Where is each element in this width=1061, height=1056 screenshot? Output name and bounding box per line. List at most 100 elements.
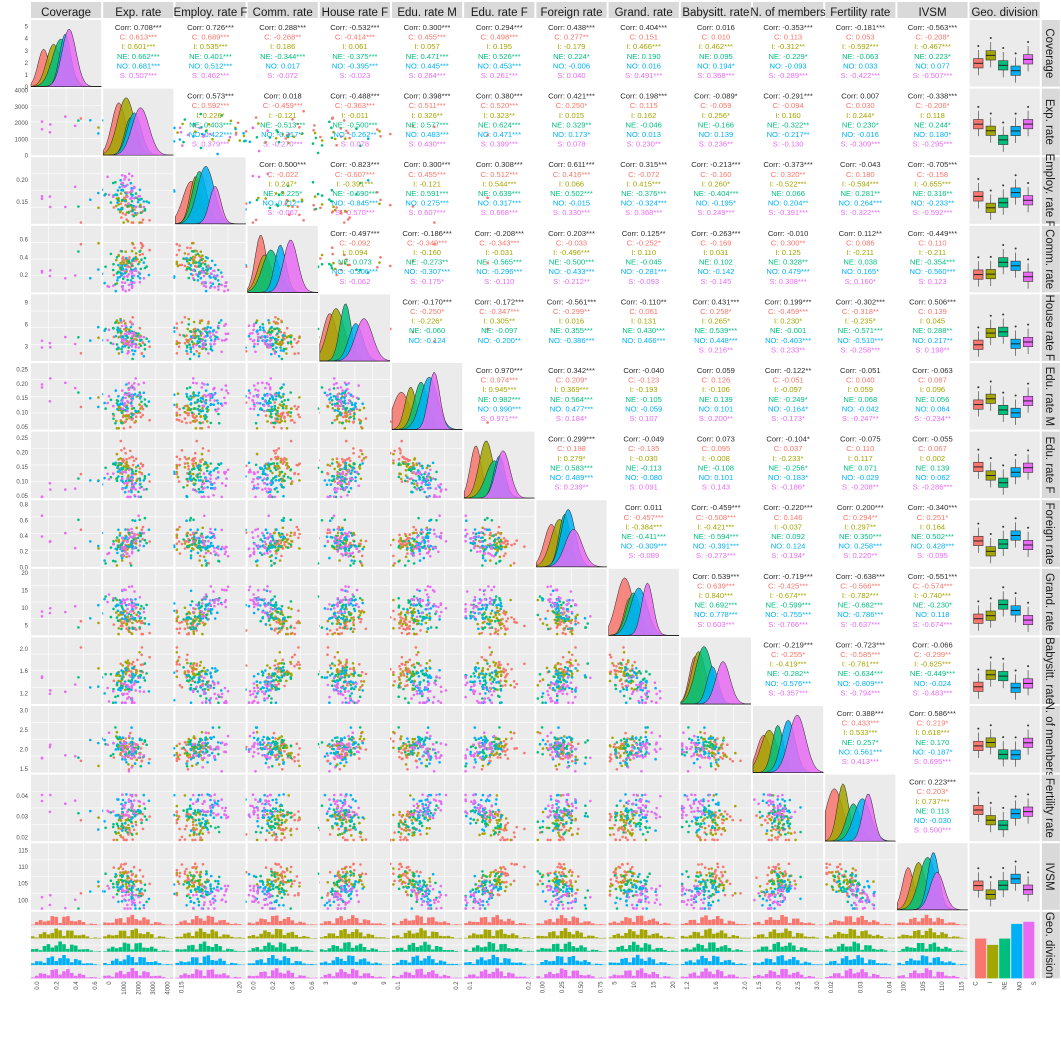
- scatter-point: [331, 252, 335, 256]
- scatter-point: [131, 349, 134, 352]
- scatter-point: [191, 472, 195, 476]
- scatter-point: [283, 479, 286, 483]
- scatter-point: [202, 481, 206, 485]
- scatter-point: [126, 477, 129, 480]
- scatter-point: [347, 391, 350, 395]
- scatter-point: [200, 258, 203, 262]
- scatter-point: [328, 531, 332, 534]
- scatter-point: [339, 413, 343, 417]
- corr-text: Corr: -0.051: [840, 366, 881, 375]
- scatter-point: [347, 531, 351, 534]
- scatter-point: [120, 324, 124, 328]
- scatter-point: [64, 381, 67, 385]
- scatter-point: [278, 403, 282, 406]
- scatter-point: [281, 406, 285, 410]
- scatter-point: [336, 487, 340, 490]
- scatter-point: [198, 537, 201, 540]
- scatter-point: [209, 421, 213, 425]
- corr-text: I: -0.655***: [914, 179, 951, 188]
- scatter-point: [256, 402, 260, 405]
- scatter-point: [123, 271, 127, 275]
- scatter-point: [206, 469, 209, 473]
- scatter-point: [139, 415, 143, 419]
- scatter-point: [187, 262, 191, 265]
- scatter-point: [270, 352, 273, 356]
- scatter-point: [229, 119, 233, 123]
- scatter-point: [203, 383, 206, 386]
- scatter-point: [189, 263, 192, 267]
- scatter-point: [353, 412, 356, 416]
- scatter-point: [498, 555, 502, 559]
- scatter-point: [392, 538, 395, 542]
- scatter-point: [411, 531, 415, 535]
- scatter-point: [281, 133, 285, 136]
- scatter-point: [328, 528, 331, 532]
- scatter-point: [141, 252, 144, 256]
- scatter-point: [196, 328, 200, 332]
- column-label: Edu. rate F: [471, 7, 528, 19]
- scatter-point: [355, 407, 358, 411]
- scatter-point: [502, 541, 505, 545]
- scatter-point: [198, 559, 201, 562]
- row-strip-emp: Employ. rate F: [1041, 154, 1060, 227]
- scatter-point: [496, 545, 500, 549]
- scatter-point: [267, 346, 271, 349]
- scatter-point: [341, 389, 344, 392]
- scatter-point: [492, 554, 496, 558]
- scatter-point: [220, 114, 223, 117]
- scatter-point: [329, 392, 332, 396]
- scatter-point: [143, 343, 147, 347]
- corr-text: NE: 0.230*: [842, 120, 879, 129]
- scatter-point: [282, 535, 286, 538]
- scatter-point: [127, 388, 131, 391]
- scatter-point: [269, 336, 272, 340]
- scatter-point: [263, 341, 267, 345]
- scatter-point: [203, 544, 206, 547]
- scatter-point: [123, 402, 127, 405]
- scatter-point: [121, 541, 124, 545]
- scatter-point: [180, 321, 184, 324]
- scatter-point: [428, 519, 431, 522]
- scatter-point: [397, 560, 401, 563]
- corr-text: Corr: -0.705***: [908, 160, 957, 169]
- scatter-point: [119, 262, 122, 265]
- scatter-point: [252, 322, 256, 326]
- scatter-point: [123, 332, 127, 336]
- scatter-point: [130, 335, 134, 338]
- scatter-point: [282, 383, 286, 386]
- scatter-point: [263, 552, 266, 555]
- corr-text: S: -0.023: [339, 71, 370, 80]
- corr-text: NE: 0.073: [338, 258, 372, 267]
- scatter-point: [123, 174, 127, 178]
- scatter-point: [344, 410, 348, 414]
- scatter-point: [296, 205, 299, 209]
- scatter-point: [411, 537, 414, 540]
- scatter-point: [122, 427, 126, 430]
- scatter-point: [293, 404, 297, 408]
- scatter-point: [118, 403, 121, 407]
- scatter-point: [252, 547, 256, 551]
- scatter-point: [175, 326, 179, 330]
- scatter-point: [347, 483, 351, 486]
- scatter-point: [126, 330, 129, 334]
- scatter-point: [77, 119, 80, 122]
- scatter-point: [353, 559, 356, 563]
- scatter-point: [125, 418, 128, 421]
- scatter-point: [133, 211, 137, 215]
- scatter-point: [432, 528, 436, 532]
- scatter-point: [193, 124, 197, 127]
- scatter-point: [133, 382, 136, 385]
- scatter-point: [289, 415, 292, 418]
- scatter-point: [200, 495, 204, 499]
- scatter-point: [188, 538, 191, 542]
- scatter-point: [194, 130, 197, 133]
- scatter-point: [189, 549, 193, 553]
- scatter-point: [126, 278, 129, 282]
- scatter-point: [115, 539, 118, 542]
- scatter-point: [109, 398, 113, 402]
- scatter-point: [145, 200, 148, 203]
- scatter-point: [183, 542, 187, 545]
- scatter-point: [404, 555, 408, 559]
- scatter-point: [313, 131, 317, 135]
